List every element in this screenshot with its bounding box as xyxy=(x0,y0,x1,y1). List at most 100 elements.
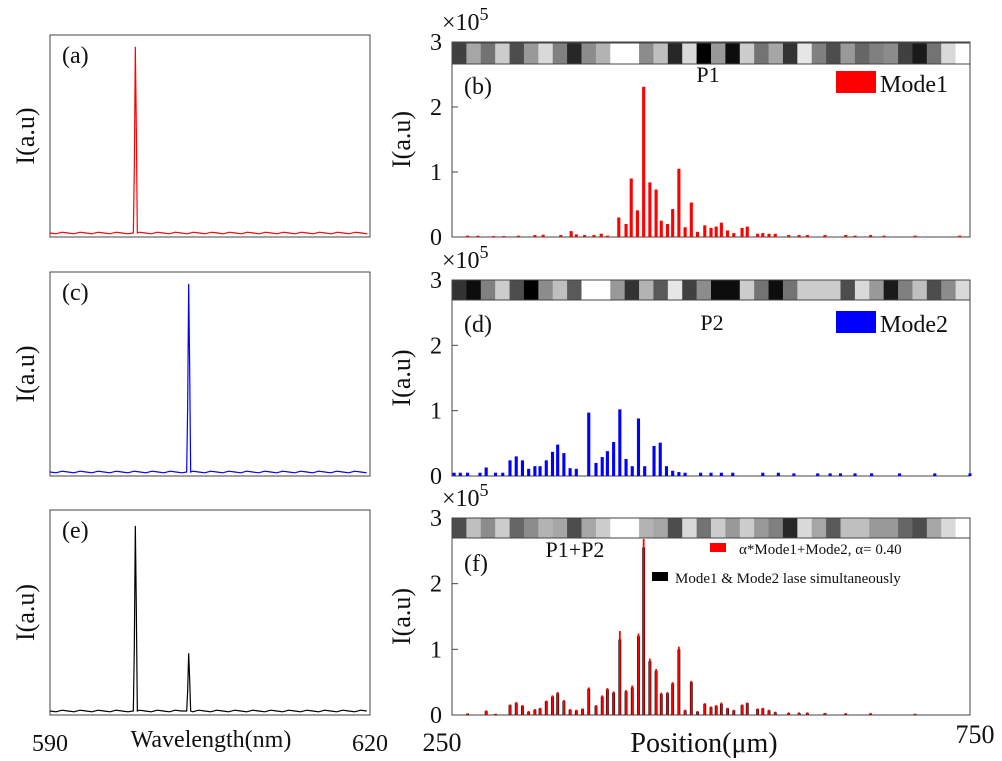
bar xyxy=(648,182,652,237)
bar xyxy=(773,233,777,237)
pattern-cell xyxy=(883,280,899,300)
bar xyxy=(527,468,531,476)
panel-e: (e) I(a.u) 590 620 Wavelength(nm) xyxy=(11,509,388,757)
bar xyxy=(635,210,639,237)
bar xyxy=(648,658,651,715)
pattern-cell xyxy=(480,43,496,64)
y-axis-label: I(a.u) xyxy=(387,588,416,645)
pattern-cell xyxy=(898,518,913,538)
panel-label: (c) xyxy=(62,280,89,306)
bar xyxy=(575,709,578,715)
bar xyxy=(612,691,615,715)
pattern-cell xyxy=(941,280,957,300)
bar xyxy=(731,472,735,476)
bar xyxy=(792,473,796,476)
pattern-cell xyxy=(624,280,640,300)
bar xyxy=(968,473,972,476)
bar xyxy=(629,178,633,237)
pattern-cell xyxy=(523,43,539,64)
pattern-cell xyxy=(898,43,913,64)
pattern-frame xyxy=(451,279,971,301)
pattern-cell xyxy=(567,280,582,300)
bar xyxy=(798,712,800,715)
pattern-cell xyxy=(538,280,554,300)
bar xyxy=(509,704,511,715)
pattern-cell xyxy=(739,280,755,300)
pattern-cell xyxy=(523,280,539,300)
bar xyxy=(637,633,640,715)
pattern-cell xyxy=(509,518,525,538)
bar xyxy=(544,460,548,476)
bar xyxy=(868,235,873,237)
pattern-cell xyxy=(653,518,669,538)
pattern-cell xyxy=(840,280,856,300)
bar xyxy=(583,235,587,237)
bar xyxy=(756,233,760,237)
legend-label: Mode1 xyxy=(880,72,948,98)
pattern-cell xyxy=(754,280,769,300)
pattern-cell xyxy=(811,280,827,300)
pattern-cell xyxy=(768,43,784,64)
pattern-cell xyxy=(955,518,971,538)
y-tick-label: 1 xyxy=(430,399,442,425)
pattern-cell xyxy=(653,43,669,64)
bar xyxy=(493,472,498,476)
bar xyxy=(709,472,713,476)
bar xyxy=(556,692,559,715)
bar xyxy=(654,189,658,237)
pattern-cell xyxy=(826,43,841,64)
pattern-cell xyxy=(739,43,755,64)
pattern-cell xyxy=(639,518,654,538)
bar xyxy=(844,235,848,237)
bar xyxy=(508,460,512,476)
bar xyxy=(599,233,603,237)
pattern-cell xyxy=(797,43,813,64)
bar xyxy=(665,224,670,237)
pattern-cell xyxy=(452,518,467,538)
bar xyxy=(761,233,765,237)
pattern-cell xyxy=(523,518,539,538)
bar xyxy=(671,682,674,715)
bar xyxy=(824,713,826,715)
pattern-cell xyxy=(452,280,467,300)
bar xyxy=(745,226,749,237)
bar xyxy=(643,466,647,476)
y-multiplier: ×105 xyxy=(442,4,489,36)
panel-a: (a) I(a.u) xyxy=(11,34,371,238)
pattern-cell xyxy=(883,43,899,64)
pattern-cell xyxy=(682,280,698,300)
bar xyxy=(618,409,622,476)
bar xyxy=(630,466,634,476)
bar xyxy=(853,473,857,476)
pattern-frame xyxy=(451,517,971,539)
bar xyxy=(732,709,735,715)
bar xyxy=(485,710,488,715)
pattern-cell xyxy=(926,43,942,64)
bar xyxy=(741,704,743,715)
pattern-cell xyxy=(854,518,870,538)
pattern-cell xyxy=(581,518,597,538)
bar xyxy=(592,235,596,237)
pattern-label: P1+P2 xyxy=(546,537,605,562)
pattern-cell xyxy=(538,43,554,64)
pattern-cell xyxy=(653,280,669,300)
bar xyxy=(631,685,634,715)
x-tick-label: 250 xyxy=(423,728,462,757)
bar xyxy=(550,451,555,476)
pattern-cell xyxy=(682,43,698,64)
bar xyxy=(710,706,712,715)
bar xyxy=(491,236,495,237)
bar xyxy=(624,224,628,237)
bar xyxy=(699,472,703,476)
pattern-cell xyxy=(452,43,467,64)
bar xyxy=(539,707,541,715)
pattern-cell xyxy=(682,518,698,538)
bar xyxy=(715,705,718,715)
pattern-cell xyxy=(667,280,683,300)
bar xyxy=(465,472,470,476)
bar xyxy=(838,473,843,476)
bar xyxy=(452,472,456,476)
bar xyxy=(823,235,827,237)
bar xyxy=(501,472,505,476)
pattern-cell xyxy=(610,518,626,538)
